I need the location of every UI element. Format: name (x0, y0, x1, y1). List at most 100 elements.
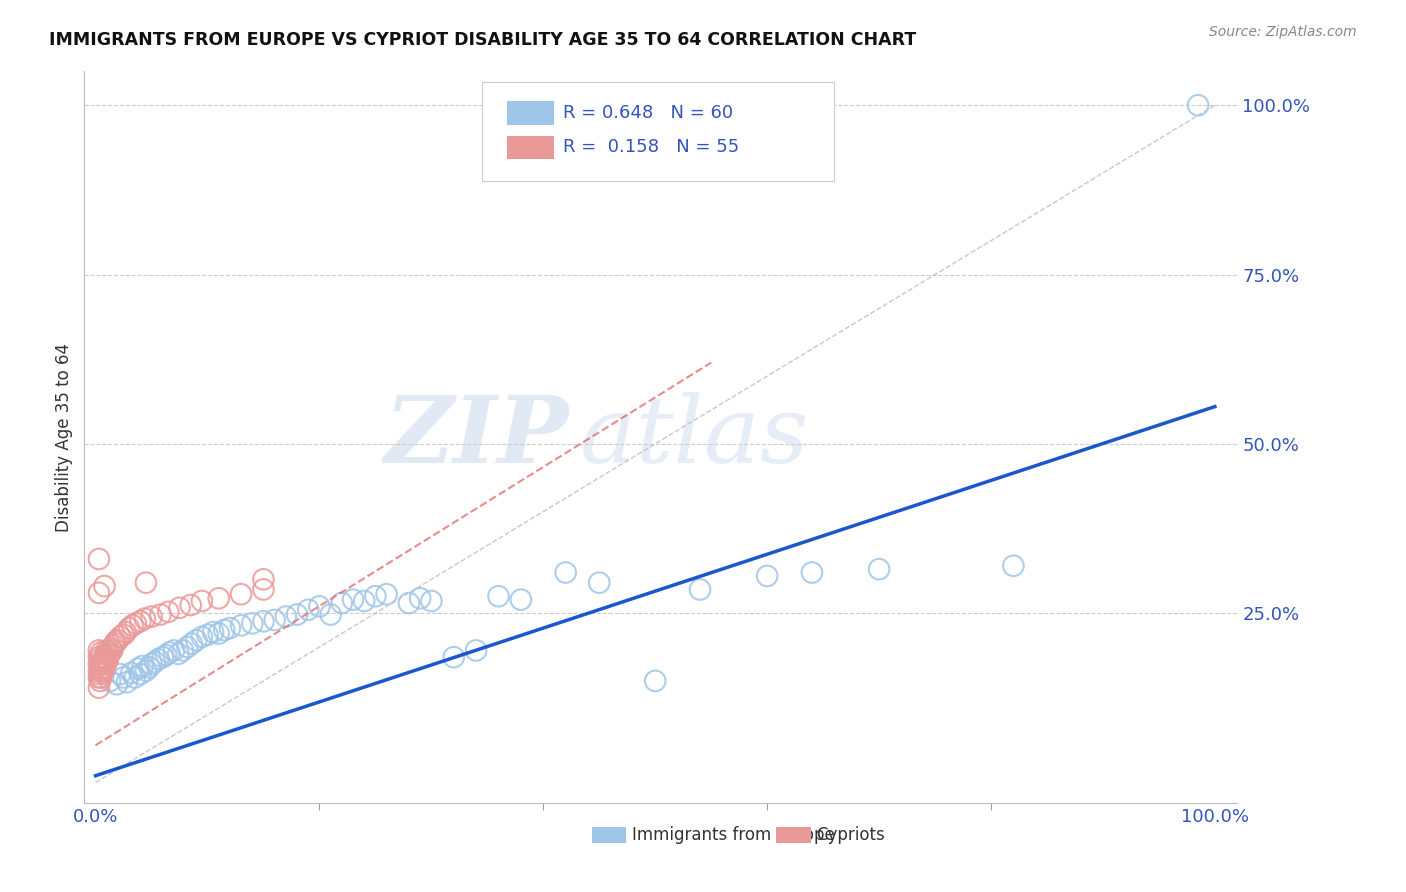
Point (87, 643, 110, 657)
Point (1002, 558, 1025, 573)
Point (91, 665, 114, 680)
Point (87, 664, 110, 678)
Point (172, 643, 194, 657)
Point (103, 639, 125, 653)
Point (87, 650, 110, 665)
Point (104, 634, 127, 648)
Point (197, 628, 219, 642)
Point (94, 647, 117, 661)
Point (143, 655, 166, 669)
Point (342, 592, 364, 607)
Point (87, 657, 110, 671)
Point (90, 645, 112, 659)
Point (93, 664, 115, 678)
Point (105, 677, 128, 691)
Point (118, 621, 141, 635)
Text: R = 0.648   N = 60: R = 0.648 N = 60 (562, 104, 733, 122)
Point (229, 587, 252, 601)
Point (149, 607, 172, 622)
Point (93, 579, 115, 593)
Bar (508, 102, 554, 125)
Point (93, 654, 115, 668)
Point (202, 625, 225, 640)
Point (115, 675, 138, 690)
Point (319, 607, 342, 622)
Point (107, 633, 129, 648)
Point (285, 607, 308, 622)
Point (191, 630, 214, 644)
Point (263, 613, 285, 627)
Point (186, 633, 208, 648)
Bar (592, 827, 626, 843)
Point (135, 575, 157, 590)
Point (644, 673, 666, 688)
Point (155, 648, 177, 662)
Point (114, 625, 136, 640)
Point (420, 594, 443, 608)
Point (93, 650, 115, 665)
Point (180, 637, 202, 651)
Point (96, 643, 118, 657)
Point (443, 650, 465, 665)
Point (89, 673, 111, 688)
Point (87, 681, 110, 695)
Point (169, 600, 191, 615)
Point (127, 662, 149, 676)
Point (112, 628, 135, 642)
Bar (776, 827, 811, 843)
Point (125, 616, 148, 631)
Point (159, 645, 181, 659)
Point (689, 582, 711, 597)
Text: Immigrants from Europe: Immigrants from Europe (633, 826, 835, 844)
Point (94, 657, 117, 671)
Point (87, 671, 110, 685)
Point (91, 657, 114, 671)
FancyBboxPatch shape (482, 82, 834, 181)
Text: Source: ZipAtlas.com: Source: ZipAtlas.com (1209, 25, 1357, 39)
Point (297, 603, 319, 617)
Point (191, 594, 214, 608)
Point (252, 572, 274, 586)
Point (152, 650, 174, 665)
Point (868, 562, 890, 576)
Point (112, 671, 135, 685)
Point (90, 655, 112, 669)
Point (141, 609, 163, 624)
Text: atlas: atlas (581, 392, 810, 482)
Point (148, 652, 170, 666)
Point (90, 671, 112, 685)
Point (398, 596, 420, 610)
Point (129, 615, 152, 629)
Point (554, 566, 576, 580)
Point (157, 605, 180, 619)
Text: R =  0.158   N = 55: R = 0.158 N = 55 (562, 138, 740, 156)
Bar (508, 136, 554, 159)
Point (103, 637, 125, 651)
Text: ZIP: ZIP (384, 392, 568, 482)
Point (135, 664, 157, 678)
Point (176, 640, 198, 654)
Point (96, 655, 118, 669)
Point (129, 667, 152, 681)
Point (509, 592, 531, 607)
Point (208, 626, 231, 640)
Text: IMMIGRANTS FROM EUROPE VS CYPRIOT DISABILITY AGE 35 TO 64 CORRELATION CHART: IMMIGRANTS FROM EUROPE VS CYPRIOT DISABI… (49, 31, 917, 49)
Point (800, 566, 823, 580)
Point (87, 552, 110, 566)
Point (756, 569, 779, 583)
Point (229, 618, 252, 632)
Point (375, 587, 398, 601)
Point (465, 643, 488, 657)
Point (353, 594, 375, 608)
Point (330, 596, 353, 610)
Point (214, 623, 236, 637)
Point (588, 575, 610, 590)
Point (167, 647, 190, 661)
Point (138, 660, 160, 674)
Point (141, 657, 163, 671)
Point (90, 662, 112, 676)
Point (134, 611, 156, 625)
Point (87, 586, 110, 600)
Point (89, 659, 111, 673)
Point (252, 582, 274, 597)
